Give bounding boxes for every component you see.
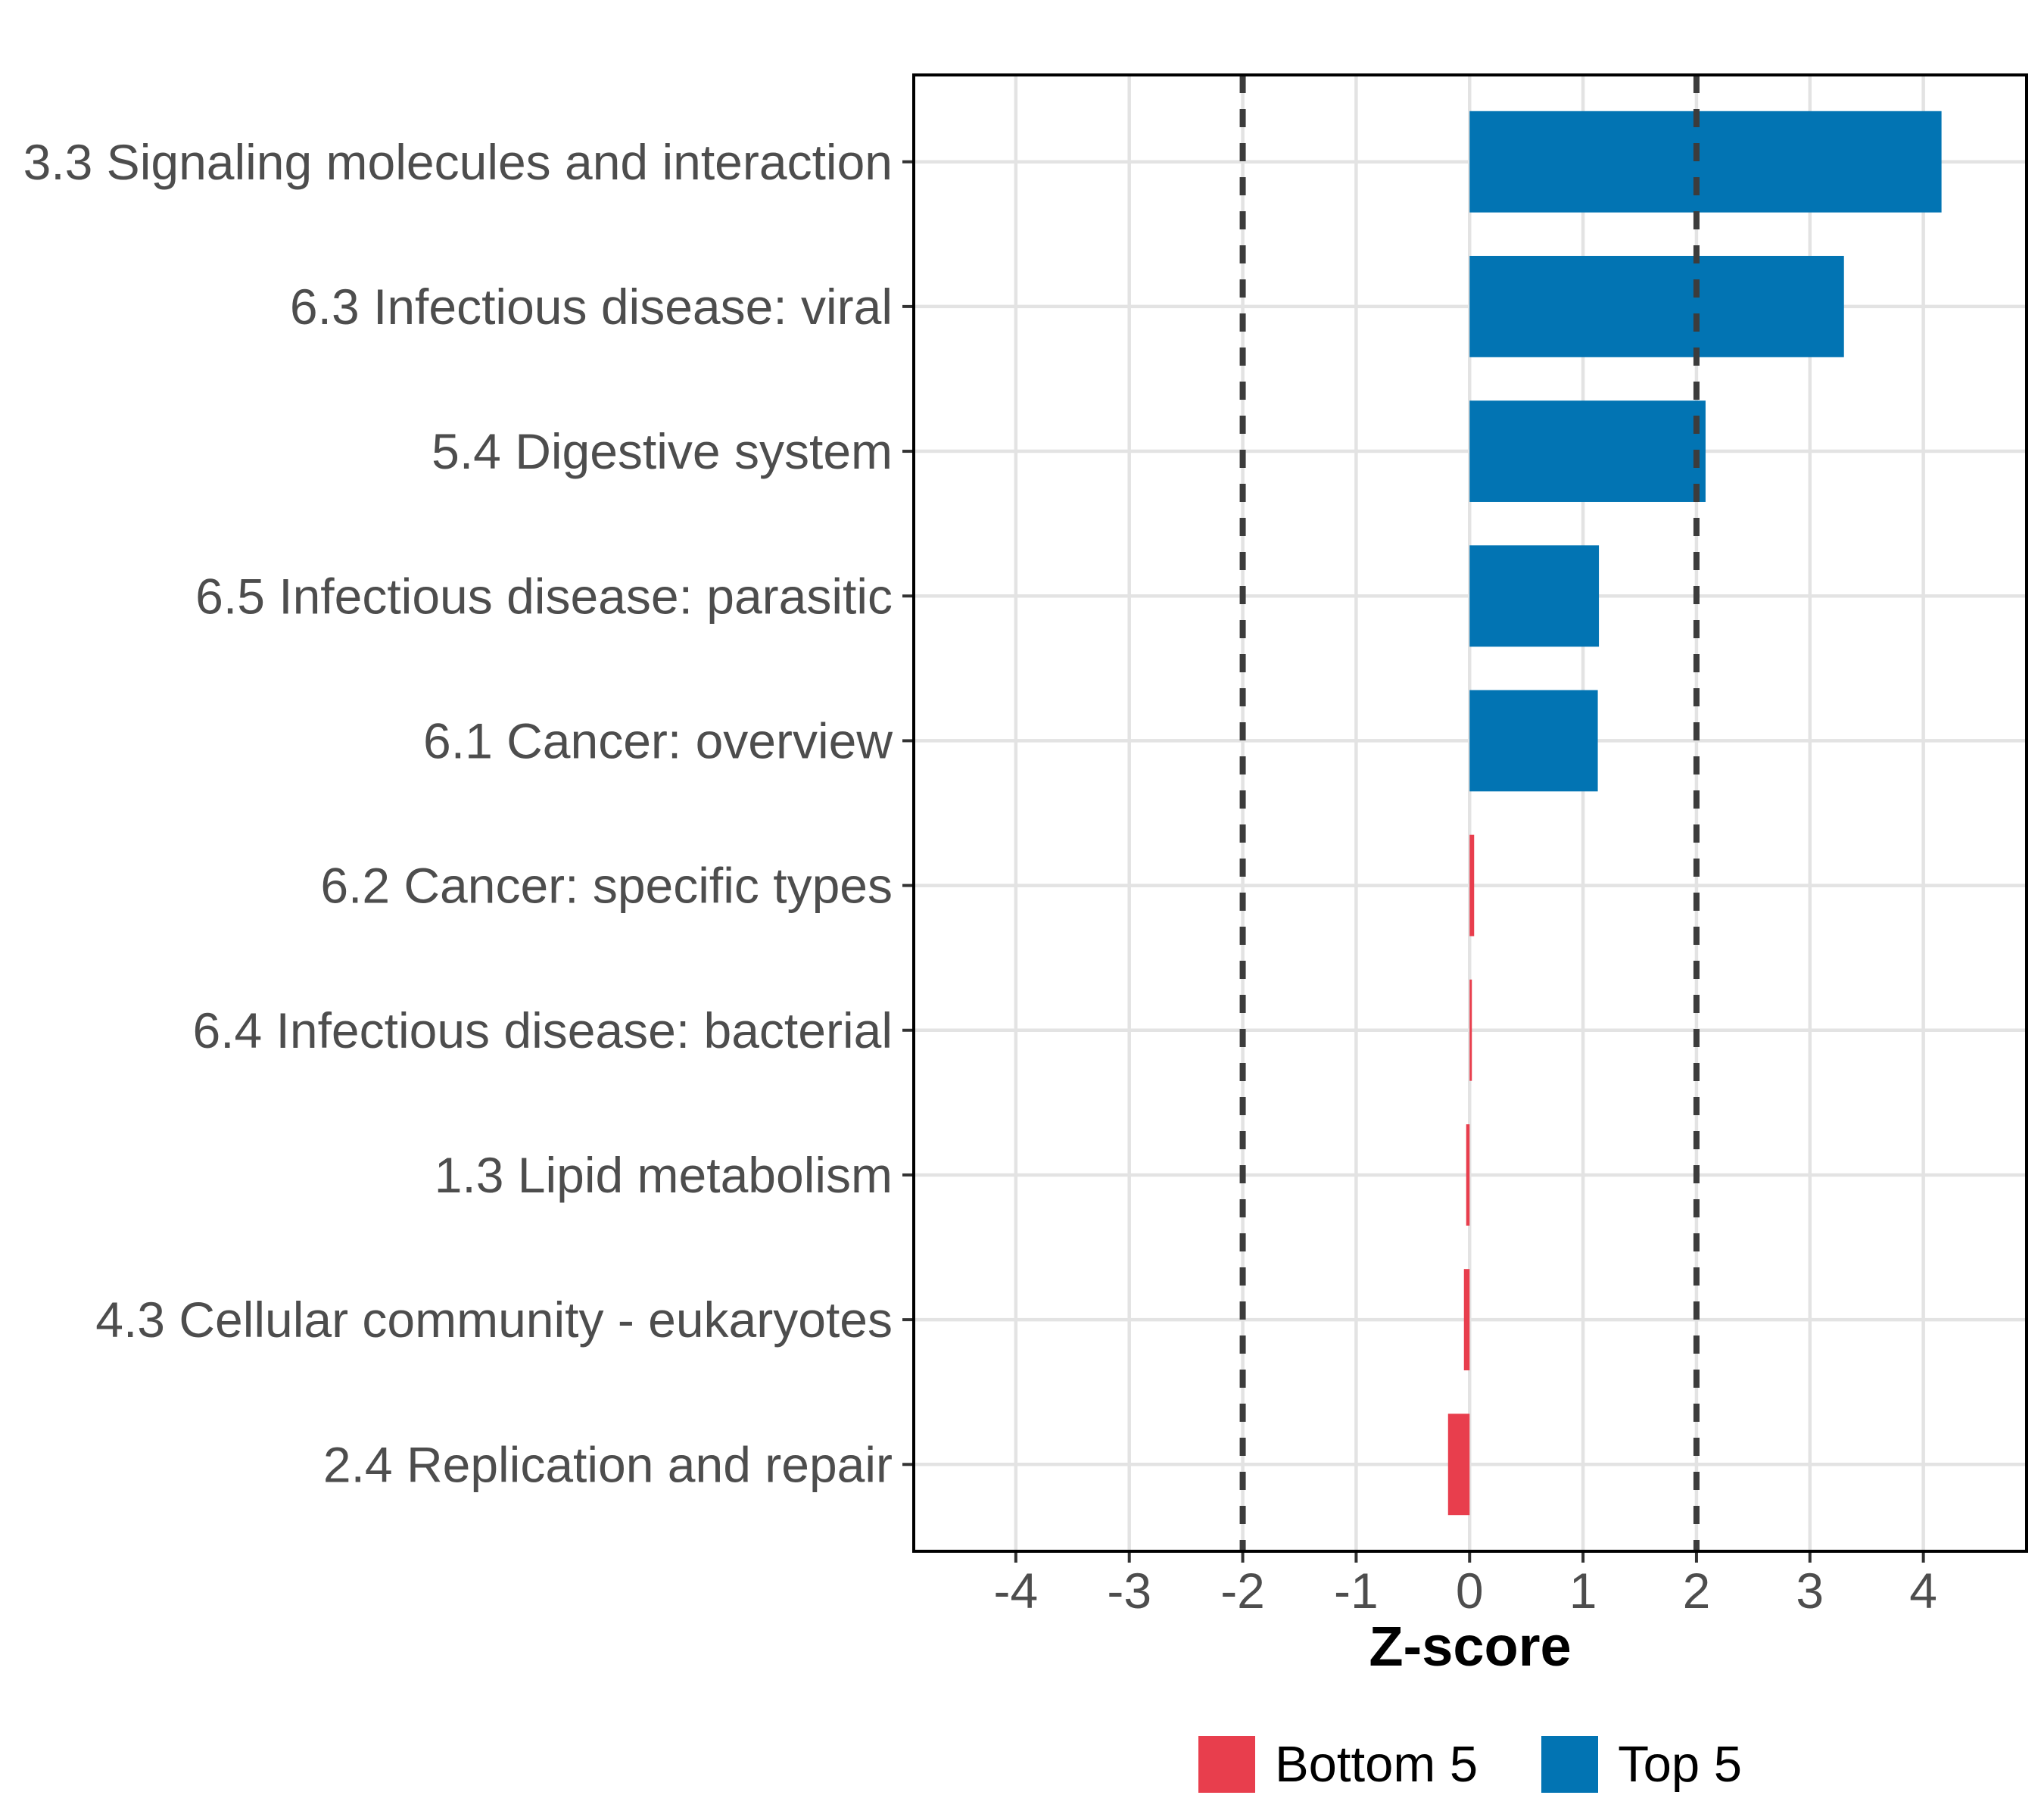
y-axis-label: 5.4 Digestive system [432,423,893,479]
panel-border [912,73,2028,1553]
bar [1469,979,1472,1081]
x-tick-label: 3 [1796,1563,1824,1619]
x-tick-label: -2 [1220,1563,1265,1619]
bar [1469,400,1706,502]
legend: Bottom 5 Top 5 [914,1734,2027,1794]
x-tick-label: 4 [1909,1563,1937,1619]
x-tick-label: -3 [1107,1563,1151,1619]
bar [1469,255,1844,357]
y-axis-label: 6.3 Infectious disease: viral [290,279,893,335]
legend-entry: Bottom 5 [1198,1735,1478,1793]
legend-label: Bottom 5 [1274,1735,1478,1793]
bar [1463,1269,1470,1371]
y-axis-label: 4.3 Cellular community - eukaryotes [95,1292,893,1348]
bar [1447,1413,1470,1516]
y-axis-label: 3.3 Signaling molecules and interaction [23,134,893,190]
bar [1469,111,1942,213]
axis-layer: -4 -3 -2 -1 0 1 2 3 4 3.3 Signaling molecules and… [23,134,1937,1619]
bar [1469,545,1600,647]
bar-layer [1447,111,1942,1516]
x-tick-label: 1 [1569,1563,1597,1619]
y-axis-label: 6.5 Infectious disease: parasitic [195,568,893,624]
x-tick-label: -1 [1334,1563,1379,1619]
bar [1466,1124,1470,1226]
legend-swatch [1198,1735,1255,1793]
x-tick-label: -4 [994,1563,1039,1619]
legend-label: Top 5 [1618,1735,1743,1793]
reference-line-layer [1239,75,1700,1551]
x-tick-label: 2 [1683,1563,1711,1619]
y-axis-label: 1.3 Lipid metabolism [435,1147,893,1203]
y-axis-label: 6.2 Cancer: specific types [320,858,893,914]
legend-entry: Top 5 [1541,1735,1743,1793]
y-axis-label: 2.4 Replication and repair [323,1436,893,1492]
bar [1469,690,1598,792]
x-axis-title: Z-score [1369,1615,1571,1678]
legend-swatch [1541,1735,1599,1793]
y-axis-label: 6.1 Cancer: overview [423,713,893,769]
y-axis-label: 6.4 Infectious disease: bacterial [192,1002,893,1058]
bar [1469,834,1475,937]
panel-frame-layer [912,73,2028,1553]
x-tick-label: 0 [1456,1563,1484,1619]
